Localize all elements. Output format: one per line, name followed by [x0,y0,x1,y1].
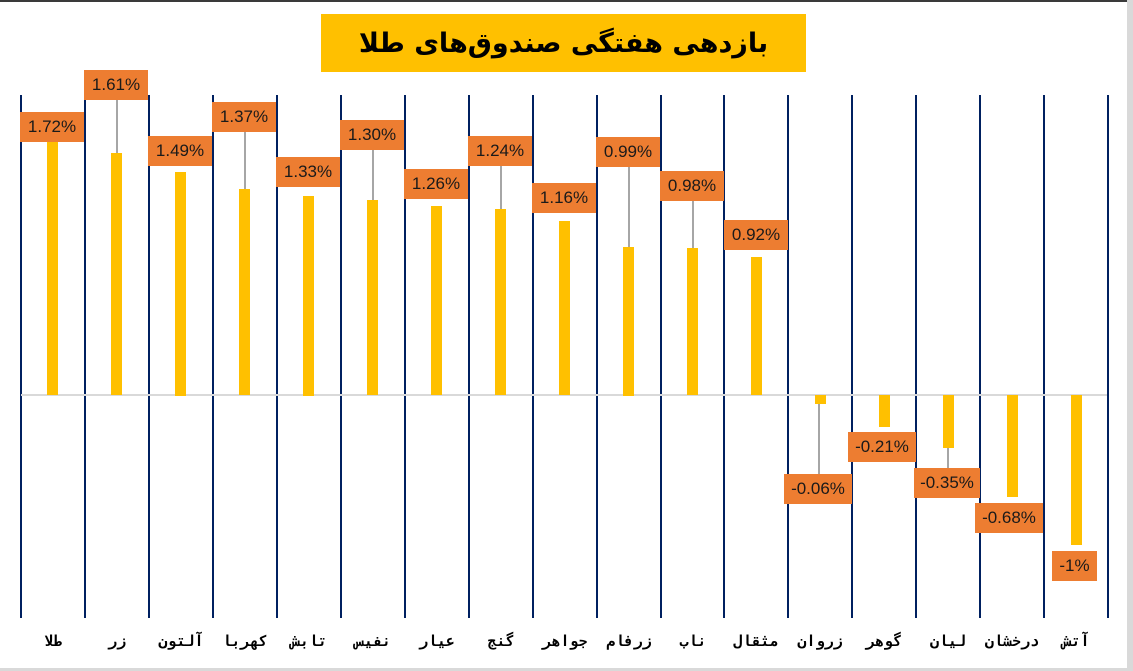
category-label: زروان [797,632,843,650]
data-label: 1.49% [148,136,212,166]
gridline [148,95,150,618]
label-leader-line [116,100,118,153]
gridline [1107,95,1109,618]
gridline [532,95,534,618]
gridline [979,95,981,618]
gridline [787,95,789,618]
category-label: تابش [290,632,328,650]
data-label: 1.61% [84,70,148,100]
category-label: زر [107,632,127,650]
category-label: مثقال [733,632,779,650]
data-label: 0.99% [596,137,660,167]
bottom-edge [0,668,1133,671]
gridline [20,95,22,618]
gridline [212,95,214,618]
label-leader-line [372,150,374,200]
gridline [851,95,853,618]
label-leader-line [818,404,820,474]
bar[interactable] [751,257,762,395]
data-label: 1.33% [276,157,340,187]
category-label: آلتون [158,632,204,650]
data-label: -0.35% [914,468,980,498]
category-label: نفیس [354,632,392,650]
bar[interactable] [687,248,698,395]
category-label: لیان [929,632,967,650]
bar[interactable] [367,200,378,395]
bar[interactable] [47,137,58,395]
category-label: زرفام [606,632,652,650]
bar[interactable] [879,395,890,427]
data-label: 1.37% [212,102,276,132]
category-label: عیار [418,632,456,650]
label-leader-line [244,132,246,189]
data-label: -0.06% [784,474,852,504]
data-label: 1.72% [20,112,84,142]
bar[interactable] [559,221,570,395]
bar[interactable] [815,395,826,404]
bar[interactable] [495,209,506,395]
chart-title-box: بازدهی هفتگی صندوق‌های طلا [321,14,806,72]
category-label: جواهر [542,632,588,650]
gridline [1043,95,1045,618]
data-label: 1.30% [340,120,404,150]
label-leader-line [692,201,694,248]
data-label: -0.68% [975,503,1043,533]
bar[interactable] [111,153,122,395]
bar[interactable] [239,189,250,395]
label-leader-line [947,448,949,469]
scrollbar-edge [1127,0,1133,671]
gridline [915,95,917,618]
gridline [723,95,725,618]
bar[interactable] [1071,395,1082,545]
bar[interactable] [175,172,186,396]
bar[interactable] [943,395,954,448]
label-leader-line [500,166,502,209]
category-label: درخشان [984,632,1040,650]
zero-axis-line [21,394,1107,396]
bar[interactable] [623,247,634,396]
category-label: گوهر [865,632,903,650]
data-label: 0.92% [724,220,788,250]
category-label: ناب [679,632,707,650]
gridline [340,95,342,618]
data-label: 1.26% [404,169,468,199]
gridline [660,95,662,618]
gridline [596,95,598,618]
category-label: گنج [487,632,515,650]
data-label: -0.21% [848,432,916,462]
data-label: 1.24% [468,136,532,166]
data-label: -1% [1052,551,1097,581]
category-label: آتش [1062,632,1090,650]
category-label: کهربا [222,632,268,650]
gridline [84,95,86,618]
gridline [468,95,470,618]
gridline [276,95,278,618]
bar[interactable] [1007,395,1018,497]
category-label: طلا [43,632,63,650]
gridline [404,95,406,618]
bar[interactable] [303,196,314,396]
data-label: 0.98% [660,171,724,201]
bar[interactable] [431,206,442,395]
label-leader-line [628,167,630,247]
chart-title: بازدهی هفتگی صندوق‌های طلا [358,27,769,59]
data-label: 1.16% [532,183,596,213]
